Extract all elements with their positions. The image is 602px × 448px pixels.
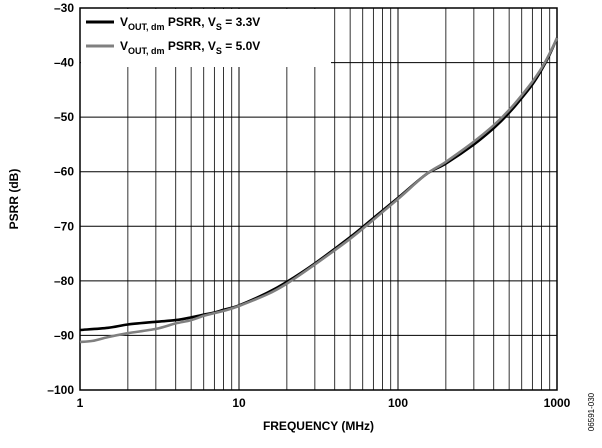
y-tick-label: –30: [54, 1, 74, 15]
y-axis-title: PSRR (dB): [7, 169, 21, 230]
figure-code: 06591-030: [587, 392, 596, 431]
x-tick-label: 100: [388, 396, 408, 410]
y-tick-label: –80: [54, 274, 74, 288]
y-tick-label: –70: [54, 219, 74, 233]
y-tick-label: –40: [54, 56, 74, 70]
y-tick-labels: –100 –90 –80 –70 –60 –50 –40 –30: [47, 1, 74, 397]
plot-frame: [79, 7, 558, 391]
y-tick-label: –60: [54, 165, 74, 179]
x-tick-labels: 1 10 100 1000: [77, 396, 571, 410]
series: [79, 37, 559, 344]
y-tick-label: –50: [54, 110, 74, 124]
y-tick-label: –100: [47, 383, 74, 397]
series-line-vs-5-0v: [79, 37, 559, 344]
y-tick-label: –90: [54, 328, 74, 342]
series-line-vs-3-3v: [79, 37, 559, 332]
x-axis-title: FREQUENCY (MHz): [263, 419, 374, 433]
x-tick-label: 10: [232, 396, 246, 410]
x-tick-label: 1: [77, 396, 84, 410]
legend-label-vs-5-0v: VOUT, dm PSRR, VS = 5.0V: [120, 39, 260, 56]
x-tick-label: 1000: [544, 396, 571, 410]
legend: VOUT, dm PSRR, VS = 3.3V VOUT, dm PSRR, …: [81, 9, 331, 67]
legend-background: [81, 9, 331, 67]
legend-label-vs-3-3v: VOUT, dm PSRR, VS = 3.3V: [120, 15, 260, 32]
